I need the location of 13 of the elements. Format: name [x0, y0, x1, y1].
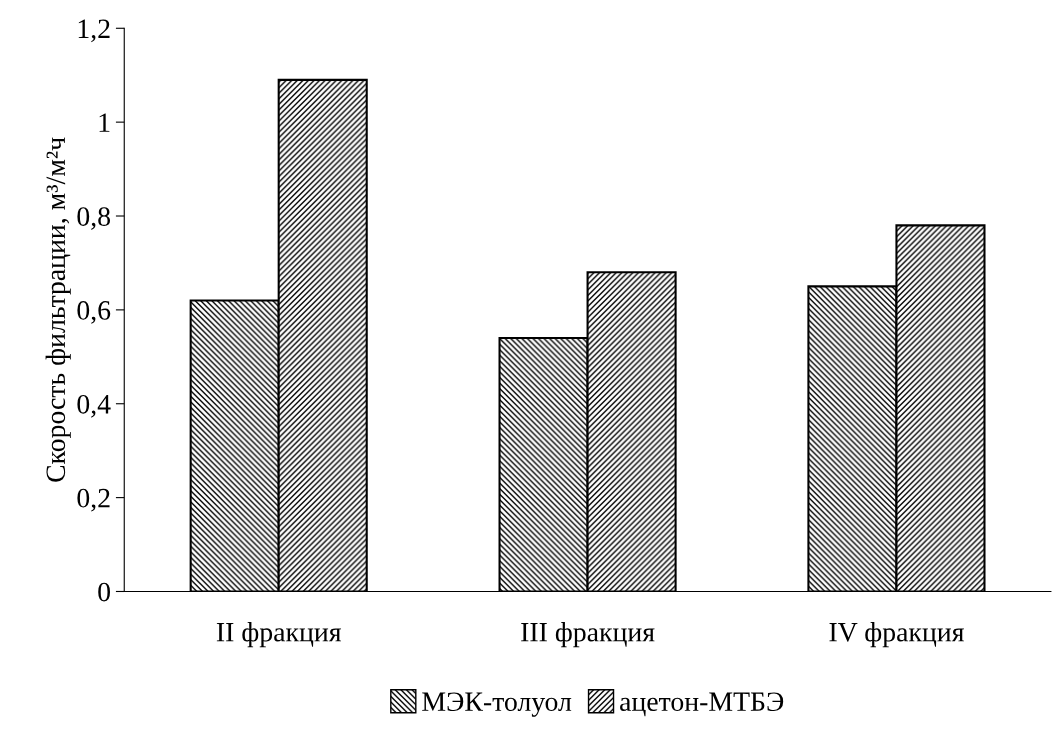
x-tick-label: III фракция — [521, 622, 655, 648]
y-tick-label: 1,2 — [78, 19, 110, 43]
y-tick-label: 1 — [99, 113, 110, 132]
y-tick-label: 0 — [98, 582, 110, 602]
y-tick-label: 0,2 — [77, 488, 110, 512]
x-tick-label: II фракция — [216, 622, 342, 648]
y-tick-label: 0,8 — [77, 207, 110, 230]
x-tick-label: IV фракция — [829, 622, 964, 648]
legend-label: МЭК-толуол — [422, 692, 572, 717]
y-tick-label: 0,4 — [77, 394, 111, 418]
y-axis-title: Скорость фильтрации, м³/м²ч — [45, 137, 71, 482]
legend-label: ацетон-МТБЭ — [620, 692, 784, 717]
y-tick-label: 0,6 — [77, 301, 111, 324]
